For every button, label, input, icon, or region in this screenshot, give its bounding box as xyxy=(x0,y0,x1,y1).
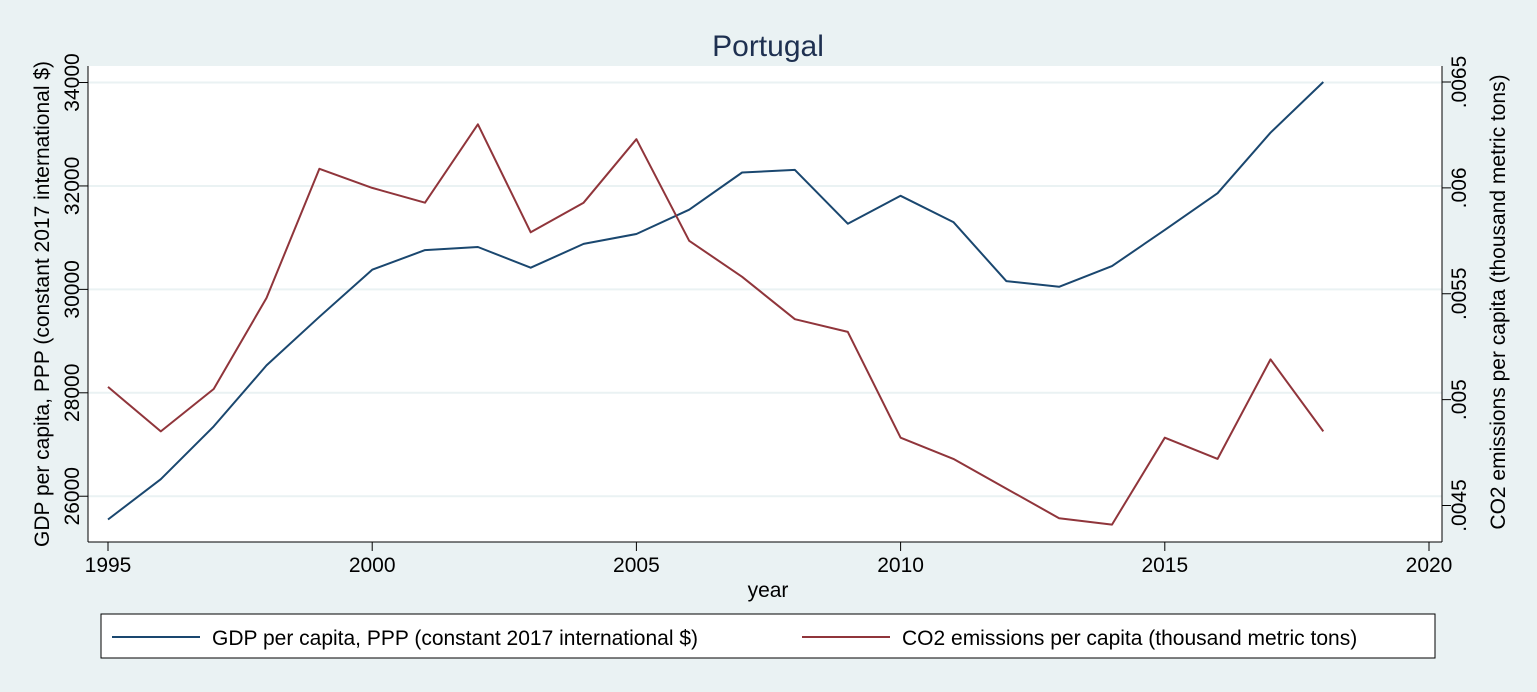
x-tick-label: 2000 xyxy=(349,554,396,577)
x-tick-label: 2015 xyxy=(1141,554,1188,577)
right-y-tick-label: .006 xyxy=(1448,167,1471,208)
gridlines xyxy=(88,81,1442,498)
left-y-tick-label: 28000 xyxy=(61,364,84,422)
x-tick-label: 2005 xyxy=(613,554,660,577)
right-y-tick-label: .0055 xyxy=(1448,267,1471,320)
plot-area xyxy=(88,66,1442,542)
right-y-axis-title: CO2 emissions per capita (thousand metri… xyxy=(1487,74,1510,529)
x-tick-label: 2020 xyxy=(1406,554,1453,577)
right-y-tick-label: .0065 xyxy=(1448,56,1471,109)
left-y-axis-ticks: 26000 28000 30000 32000 34000 xyxy=(61,53,88,525)
left-y-tick-label: 34000 xyxy=(61,53,84,111)
series-lines xyxy=(107,81,1325,526)
left-y-tick-label: 26000 xyxy=(61,467,84,525)
right-y-axis-ticks: .0045 .005 .0055 .006 .0065 xyxy=(1442,56,1471,532)
left-y-tick-label: 30000 xyxy=(61,260,84,318)
legend: GDP per capita, PPP (constant 2017 inter… xyxy=(100,613,1436,659)
x-axis-ticks: 1995 2000 2005 2010 2015 2020 xyxy=(85,542,1453,577)
legend-box xyxy=(100,613,1436,659)
left-y-tick-label: 32000 xyxy=(61,157,84,215)
gdp-series-line xyxy=(107,81,1324,521)
legend-label-co2: CO2 emissions per capita (thousand metri… xyxy=(902,627,1357,650)
x-tick-label: 1995 xyxy=(85,554,132,577)
left-y-axis-title: GDP per capita, PPP (constant 2017 inter… xyxy=(31,61,54,547)
right-y-tick-label: .005 xyxy=(1448,379,1471,420)
chart-title: Portugal xyxy=(712,30,824,63)
x-tick-label: 2010 xyxy=(877,554,924,577)
right-y-tick-label: .0045 xyxy=(1448,479,1471,532)
legend-label-gdp: GDP per capita, PPP (constant 2017 inter… xyxy=(212,627,698,650)
co2-series-line xyxy=(107,123,1325,526)
x-axis-title: year xyxy=(748,579,789,602)
